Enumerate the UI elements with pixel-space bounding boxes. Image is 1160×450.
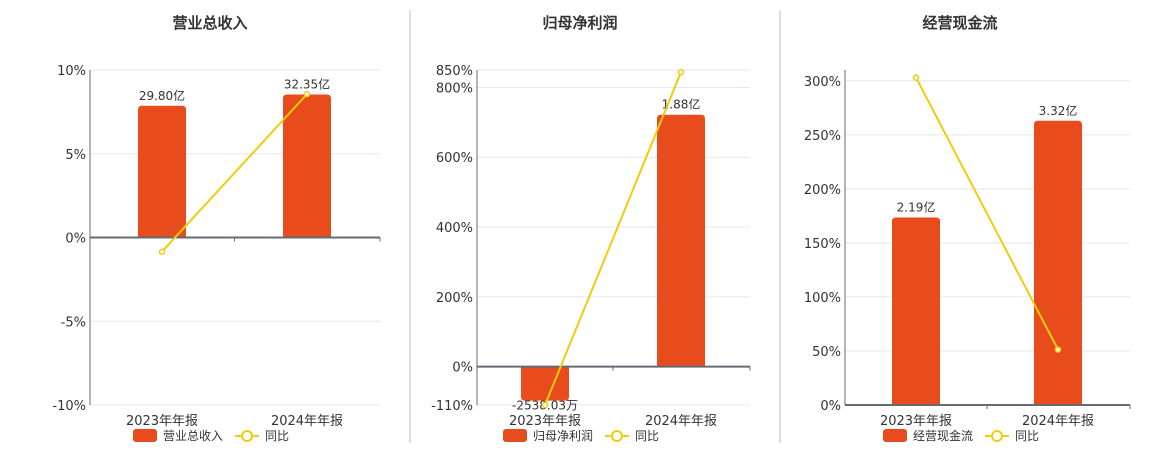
- legend-line-label: 同比: [265, 429, 289, 443]
- x-category-label: 2023年年报: [880, 414, 952, 429]
- legend-bar-swatch: [503, 429, 527, 442]
- legend-line-marker: [611, 430, 623, 442]
- chart-1: 营业总收入 10% 5% 0% -5% -10% 29.80亿 32.35亿 2023年年报 20…: [52, 14, 381, 443]
- yoy-point: [677, 68, 685, 76]
- y-tick-label: 600%: [436, 151, 473, 166]
- x-category-label: 2024年年报: [271, 414, 343, 429]
- y-tick-label: 0%: [452, 361, 473, 376]
- data-label: 2.19亿: [897, 200, 936, 215]
- y-tick-label: 200%: [804, 183, 841, 198]
- legend-line-label: 同比: [1015, 429, 1039, 443]
- yoy-line: [161, 93, 308, 253]
- x-category-label: 2024年年报: [645, 414, 717, 429]
- x-category-label: 2023年年报: [509, 414, 581, 429]
- legend-bar-label: 营业总收入: [163, 429, 223, 443]
- bar: [283, 94, 331, 238]
- x-category-label: 2023年年报: [126, 414, 198, 429]
- bar: [1034, 120, 1082, 406]
- legend-line-marker: [241, 430, 253, 442]
- x-category-label: 2024年年报: [1022, 414, 1094, 429]
- y-tick-label: 50%: [812, 345, 841, 360]
- y-tick-label: 150%: [804, 237, 841, 252]
- y-tick-label: -10%: [52, 399, 86, 414]
- yoy-point: [541, 401, 549, 409]
- bar: [657, 114, 705, 367]
- y-tick-label: 100%: [804, 291, 841, 306]
- chart-title: 营业总收入: [172, 14, 247, 32]
- data-label: 29.80亿: [139, 88, 185, 103]
- y-tick-label: 250%: [804, 129, 841, 144]
- data-label: 3.32亿: [1039, 103, 1078, 118]
- chart-3: 经营现金流 300% 250% 200% 150% 100% 50% 0% 2.19亿 3.32亿…: [804, 14, 1131, 443]
- legend-bar-swatch: [133, 429, 157, 442]
- y-tick-label: 850%: [436, 64, 473, 79]
- legend-bar-swatch: [883, 429, 907, 442]
- legend-line-marker: [991, 430, 1003, 442]
- y-tick-label: -110%: [431, 399, 473, 414]
- chart-title: 归母净利润: [542, 14, 617, 32]
- data-label: 32.35亿: [284, 77, 330, 92]
- bar: [138, 105, 186, 238]
- y-tick-label: 10%: [57, 64, 86, 79]
- y-tick-label: 300%: [804, 75, 841, 90]
- y-tick-label: 400%: [436, 221, 473, 236]
- y-tick-label: 200%: [436, 291, 473, 306]
- yoy-line: [915, 77, 1059, 351]
- y-tick-label: -5%: [61, 315, 86, 330]
- bar: [892, 217, 940, 405]
- yoy-point: [912, 74, 920, 81]
- bar: [521, 366, 569, 401]
- y-tick-label: 0%: [65, 232, 86, 247]
- yoy-point: [158, 248, 166, 255]
- legend-bar-label: 经营现金流: [913, 428, 973, 443]
- yoy-line: [544, 71, 682, 406]
- data-label: 1.88亿: [662, 97, 701, 112]
- y-tick-label: 800%: [436, 81, 473, 96]
- chart-2: 归母净利润850%800%600%400%200%0%-110%-2538.03…: [431, 14, 751, 443]
- legend-bar-label: 归母净利润: [533, 429, 593, 443]
- y-tick-label: 5%: [65, 148, 86, 163]
- yoy-point: [1054, 346, 1062, 353]
- chart-title: 经营现金流: [922, 14, 997, 32]
- yoy-point: [303, 90, 311, 98]
- y-tick-label: 0%: [820, 399, 841, 414]
- legend-line-label: 同比: [635, 429, 659, 443]
